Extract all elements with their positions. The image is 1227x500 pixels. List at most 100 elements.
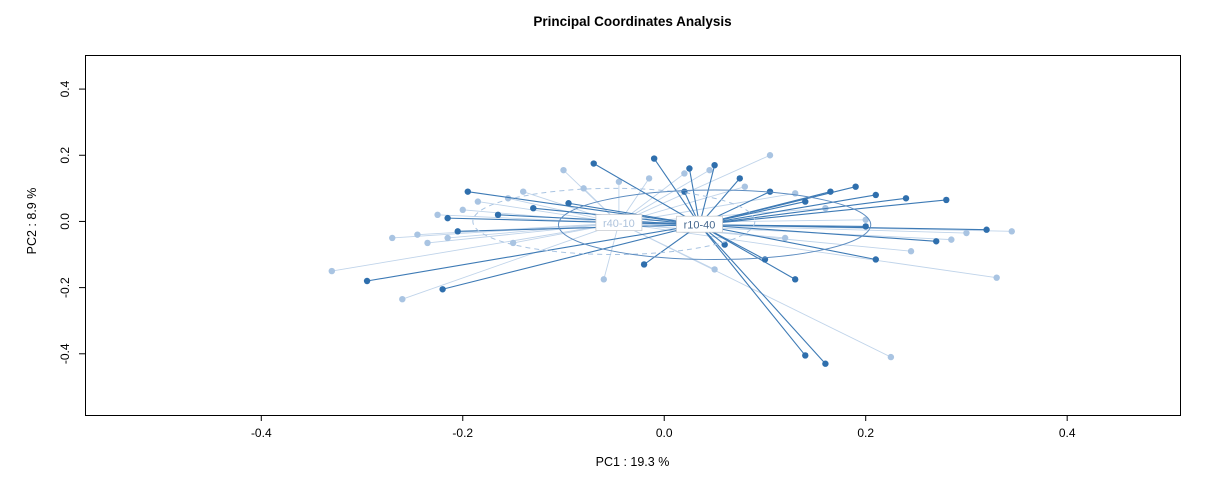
data-point — [822, 360, 829, 367]
data-point — [993, 274, 1000, 281]
data-point — [615, 178, 623, 185]
spider-line — [442, 224, 700, 290]
data-point — [721, 241, 728, 248]
data-point — [872, 191, 879, 199]
x-tick-label: -0.2 — [452, 426, 473, 440]
chart-title: Principal Coordinates Analysis — [533, 14, 732, 29]
data-point — [494, 211, 502, 219]
data-point — [948, 236, 955, 243]
data-point — [907, 248, 915, 255]
data-point — [736, 175, 743, 182]
centroid-label: r10-40 — [684, 220, 716, 232]
spider-line — [447, 222, 619, 239]
data-point — [852, 183, 859, 190]
data-point — [464, 188, 471, 195]
data-point — [459, 206, 466, 214]
spider-line — [427, 222, 619, 244]
data-point — [963, 229, 970, 237]
x-tick-label: 0.2 — [857, 426, 874, 440]
data-point — [520, 188, 527, 195]
y-axis-label: PC2 : 8.9 % — [25, 187, 39, 255]
data-point — [650, 155, 658, 162]
data-point — [530, 204, 537, 212]
data-point — [902, 195, 910, 202]
data-point — [741, 183, 749, 190]
data-point — [399, 295, 406, 303]
spider-line — [699, 224, 937, 242]
spider-line — [593, 163, 700, 226]
data-point — [802, 352, 809, 359]
y-tick-label: 0.2 — [58, 147, 72, 164]
data-point — [424, 239, 431, 247]
data-point — [827, 188, 834, 195]
spider-line — [699, 224, 876, 261]
data-point — [328, 267, 336, 275]
data-point — [681, 170, 688, 177]
centroid-label-box — [595, 214, 643, 231]
data-point — [711, 161, 718, 169]
data-point — [580, 185, 587, 192]
data-point — [565, 200, 572, 207]
data-point — [862, 223, 869, 230]
data-point — [686, 165, 693, 172]
spider-line — [699, 194, 876, 226]
spider-line — [402, 222, 620, 300]
group-ellipse — [472, 187, 756, 256]
spider-line — [618, 154, 771, 224]
data-point — [645, 175, 653, 182]
spider-line — [457, 224, 700, 232]
data-point — [600, 276, 607, 283]
data-point — [681, 188, 688, 195]
data-point — [389, 234, 396, 242]
y-tick-label: 0.0 — [58, 213, 72, 230]
data-point — [791, 276, 799, 283]
data-point — [439, 286, 446, 293]
data-point — [706, 166, 713, 174]
spider-line — [699, 224, 987, 231]
spider-line — [366, 224, 700, 282]
data-point — [434, 211, 441, 219]
data-point — [887, 353, 895, 361]
x-tick-label: 0.0 — [656, 426, 673, 440]
data-point — [983, 226, 990, 233]
spider-line — [331, 222, 619, 272]
spider-line — [699, 199, 947, 226]
spider-line — [417, 222, 619, 236]
data-point — [640, 261, 648, 268]
spider-line — [447, 217, 700, 226]
data-point — [1008, 228, 1015, 235]
spider-line — [698, 165, 716, 225]
spider-line — [699, 224, 826, 365]
data-point — [943, 196, 950, 204]
plot-border — [85, 55, 1181, 416]
data-point — [933, 238, 940, 245]
spider-line — [699, 224, 806, 356]
spider-line — [699, 197, 907, 226]
data-point — [509, 239, 517, 247]
data-point — [711, 266, 718, 273]
data-point — [766, 152, 774, 159]
centroid-label: r40-10 — [603, 218, 635, 230]
spider-line — [688, 168, 701, 225]
y-tick-label: -0.2 — [58, 277, 72, 298]
spider-line — [699, 224, 796, 280]
data-point — [872, 256, 879, 263]
data-point — [474, 198, 482, 205]
data-point — [444, 234, 451, 242]
data-point — [560, 166, 567, 174]
data-point — [590, 160, 597, 167]
data-point — [363, 277, 371, 285]
group-ellipse — [557, 189, 872, 260]
data-point — [444, 214, 451, 222]
data-point — [414, 231, 421, 238]
data-point — [802, 198, 809, 205]
spider-line — [618, 192, 796, 224]
data-point — [454, 228, 461, 235]
x-tick-label: -0.4 — [251, 426, 272, 440]
centroid-label-box — [676, 215, 723, 233]
y-tick-label: 0.4 — [58, 80, 72, 97]
spider-line — [467, 191, 700, 226]
x-axis-label: PC1 : 19.3 % — [595, 455, 670, 469]
